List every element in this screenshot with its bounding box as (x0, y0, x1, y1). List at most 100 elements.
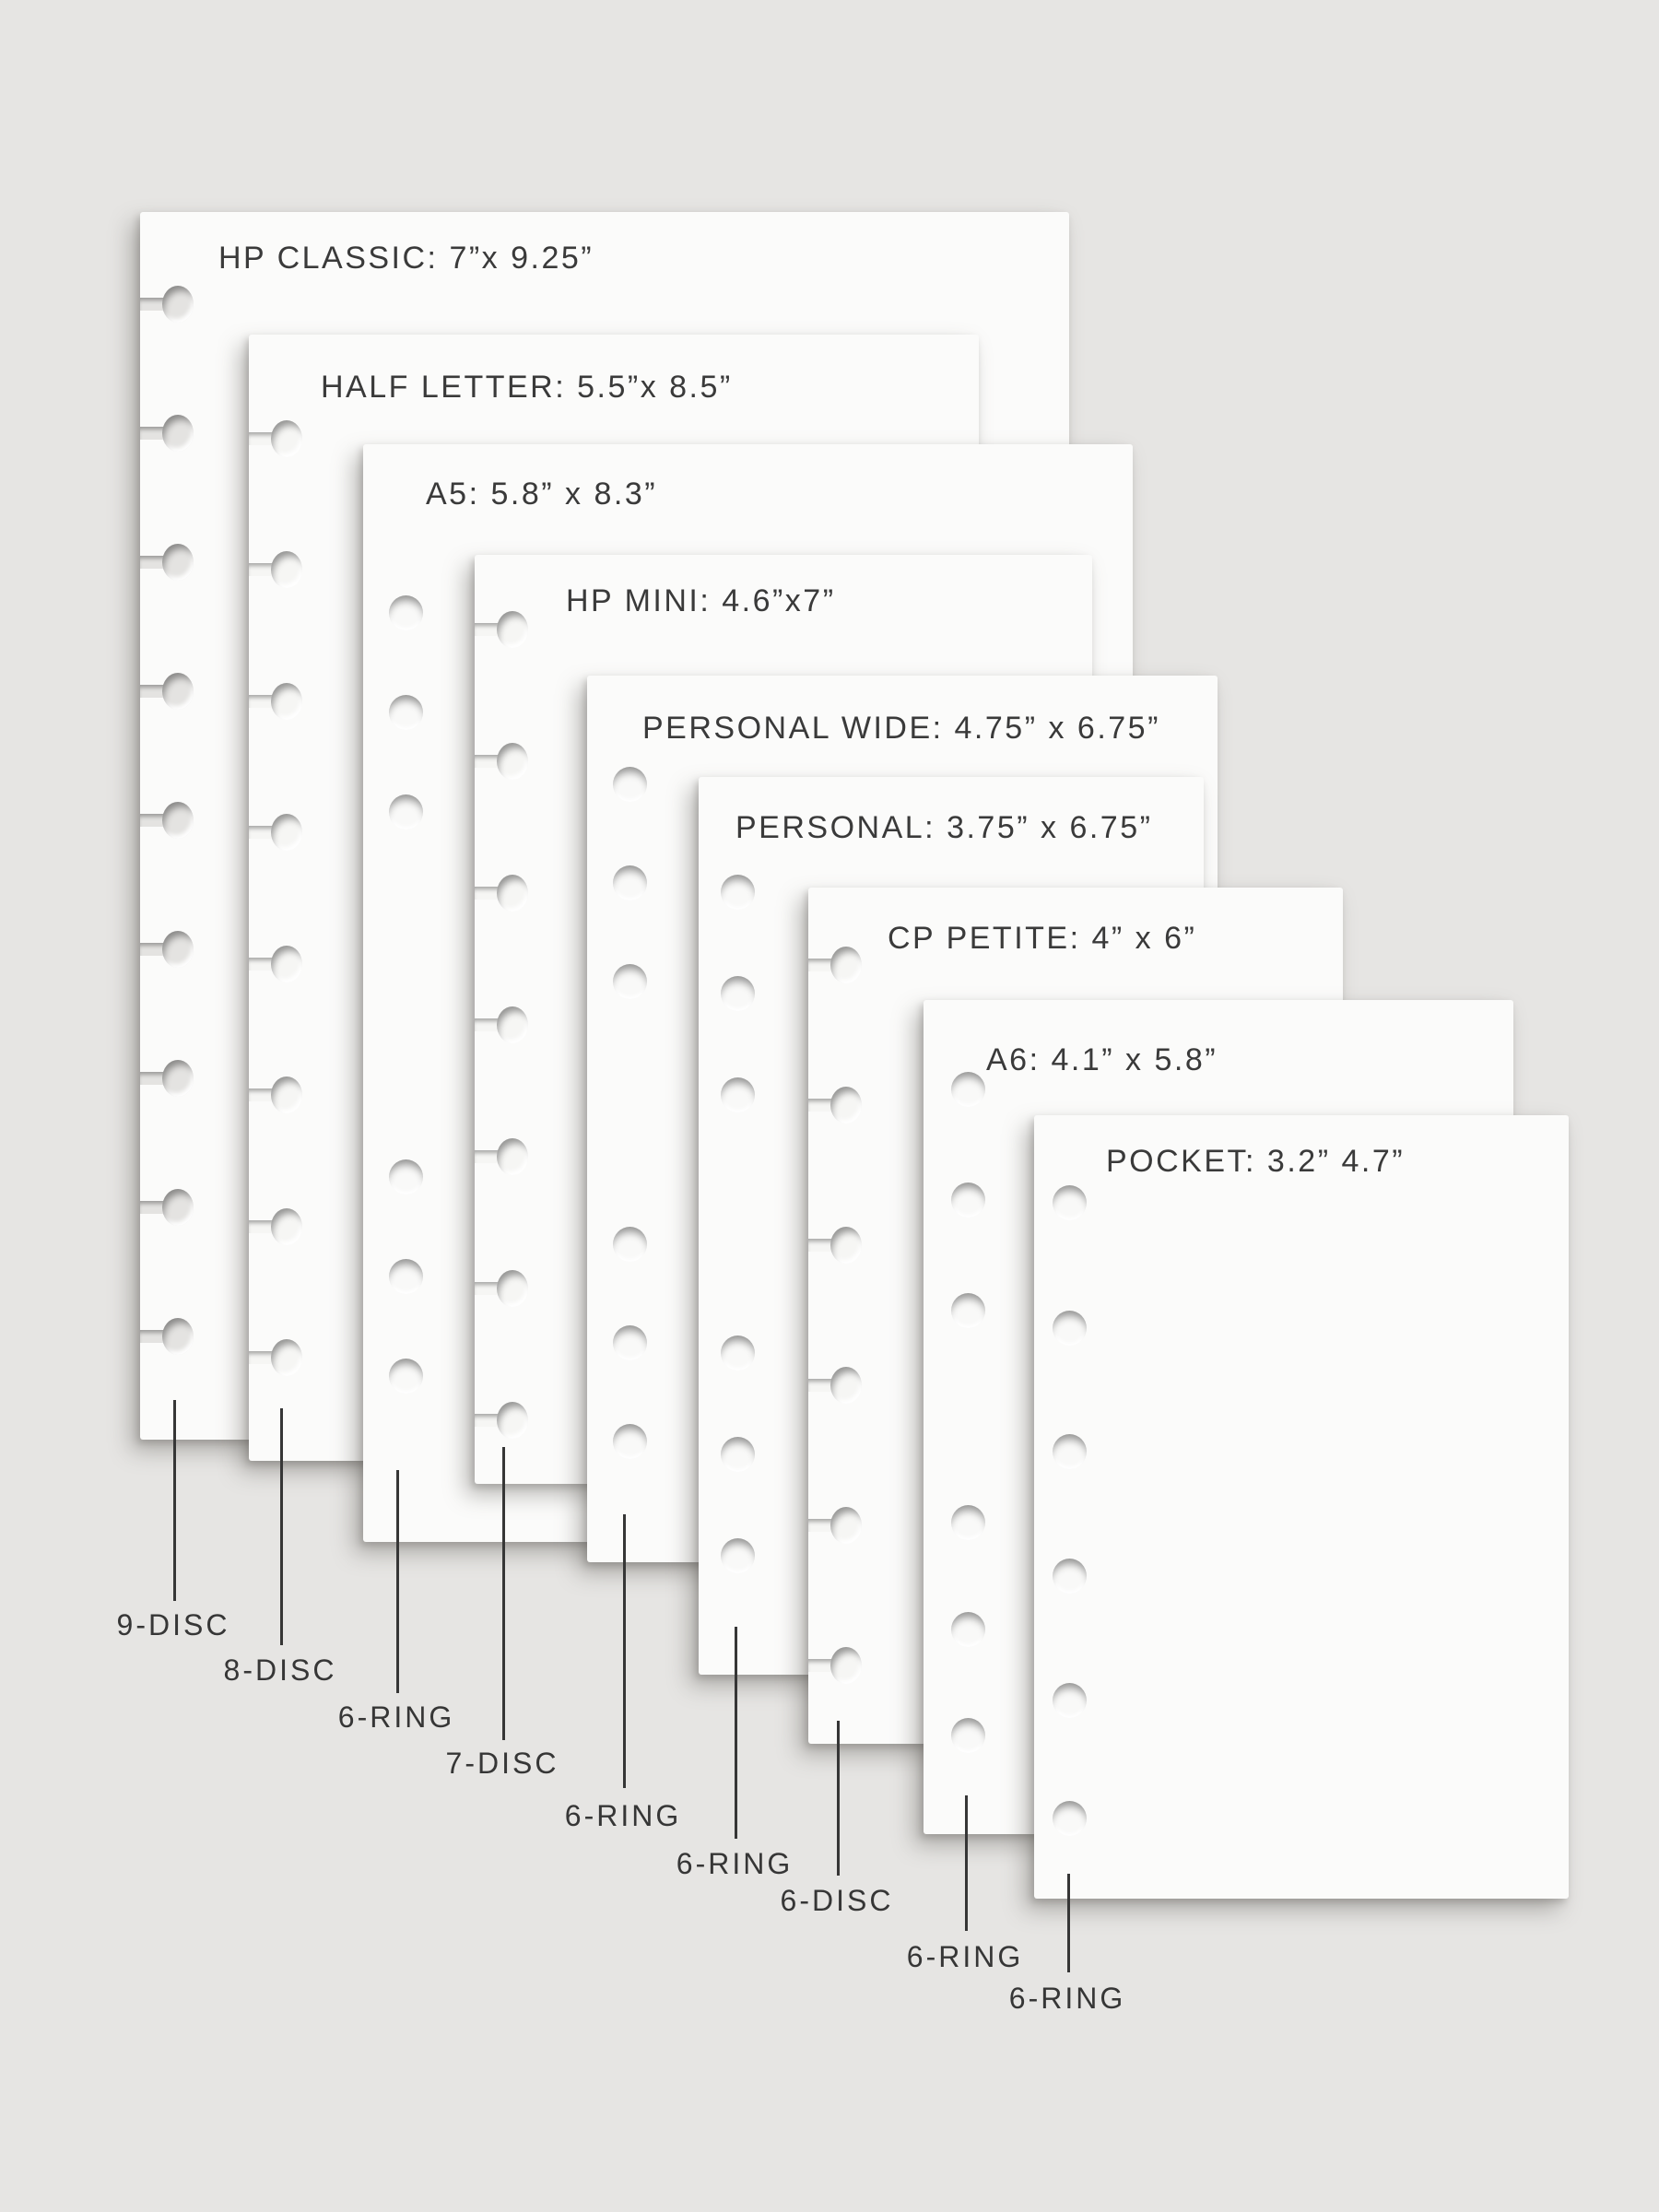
disc-punch (140, 1318, 197, 1355)
disc-punch-hole (162, 1318, 194, 1355)
sheet-label-a5: A5: 5.8” x 8.3” (426, 477, 658, 512)
sheet-label-half-letter: HALF LETTER: 5.5”x 8.5” (321, 370, 733, 405)
disc-punch (808, 1367, 865, 1404)
sheet-label-cp-petite: CP PETITE: 4” x 6” (888, 921, 1197, 956)
callout-label-hp-classic: 9-DISC (116, 1608, 230, 1641)
disc-punch (249, 420, 306, 457)
disc-punch (249, 1077, 306, 1113)
disc-punch (140, 931, 197, 968)
disc-punch (249, 683, 306, 720)
disc-punch-hole (162, 1060, 194, 1097)
callout-line-hp-mini (502, 1447, 505, 1740)
disc-punch-hole (271, 946, 302, 982)
disc-punch-hole (271, 814, 302, 851)
sheet-pocket: POCKET: 3.2” 4.7” (1034, 1115, 1569, 1899)
ring-hole (613, 865, 647, 900)
disc-punch-hole (830, 1367, 862, 1404)
disc-punch-hole (497, 875, 528, 912)
ring-hole (721, 1077, 755, 1112)
disc-punch (140, 673, 197, 710)
disc-punch-hole (271, 551, 302, 588)
disc-punch-hole (271, 420, 302, 457)
ring-hole (721, 1437, 755, 1472)
ring-hole (951, 1718, 985, 1753)
disc-punch (249, 551, 306, 588)
disc-punch-hole (162, 673, 194, 710)
disc-punch (249, 1208, 306, 1245)
disc-punch (140, 1060, 197, 1097)
disc-punch-hole (830, 1227, 862, 1264)
disc-punch (475, 743, 532, 780)
ring-hole (721, 976, 755, 1011)
ring-hole (389, 794, 423, 830)
ring-hole (1053, 1801, 1087, 1836)
disc-punch (140, 415, 197, 452)
ring-hole (951, 1072, 985, 1107)
disc-punch (808, 1227, 865, 1264)
callout-line-personal (735, 1627, 737, 1839)
callout-line-hp-classic (173, 1400, 176, 1601)
disc-punch-hole (830, 1087, 862, 1124)
ring-hole (389, 695, 423, 730)
disc-punch-hole (271, 1339, 302, 1376)
ring-hole (951, 1293, 985, 1328)
disc-punch-hole (162, 1189, 194, 1226)
ring-hole (1053, 1185, 1087, 1220)
callout-label-pocket: 6-RING (1008, 1982, 1126, 2015)
disc-punch (475, 1006, 532, 1043)
ring-hole (721, 1538, 755, 1573)
ring-hole (721, 1335, 755, 1371)
sheet-label-hp-mini: HP MINI: 4.6”x7” (566, 583, 836, 618)
disc-punch (808, 947, 865, 983)
ring-hole (1053, 1683, 1087, 1718)
disc-punch (475, 1270, 532, 1307)
ring-hole (951, 1182, 985, 1218)
callout-line-cp-petite (837, 1721, 840, 1876)
disc-punch (475, 1402, 532, 1439)
callout-label-personal-wide: 6-RING (564, 1799, 682, 1832)
disc-punch-hole (162, 415, 194, 452)
disc-punch-hole (830, 947, 862, 983)
ring-hole (613, 767, 647, 802)
disc-punch-hole (271, 1077, 302, 1113)
callout-label-half-letter: 8-DISC (223, 1653, 337, 1687)
disc-punch-hole (162, 931, 194, 968)
disc-punch (249, 1339, 306, 1376)
disc-punch-hole (162, 802, 194, 839)
callout-line-half-letter (280, 1408, 283, 1645)
disc-punch (808, 1087, 865, 1124)
ring-hole (1053, 1559, 1087, 1594)
ring-hole (721, 875, 755, 910)
disc-punch-hole (497, 743, 528, 780)
sheet-label-personal: PERSONAL: 3.75” x 6.75” (735, 810, 1153, 845)
disc-punch (808, 1647, 865, 1684)
disc-punch (475, 611, 532, 648)
disc-punch-hole (497, 611, 528, 648)
ring-hole (951, 1505, 985, 1540)
callout-line-pocket (1067, 1874, 1070, 1972)
disc-punch-hole (497, 1402, 528, 1439)
disc-punch (140, 544, 197, 581)
callout-label-hp-mini: 7-DISC (445, 1747, 559, 1780)
callout-line-a5 (396, 1470, 399, 1693)
callout-label-cp-petite: 6-DISC (780, 1884, 894, 1917)
ring-hole (613, 1325, 647, 1360)
disc-punch-hole (497, 1138, 528, 1175)
sheet-label-a6: A6: 4.1” x 5.8” (986, 1042, 1218, 1077)
disc-punch (249, 814, 306, 851)
ring-hole (613, 964, 647, 999)
callout-label-personal: 6-RING (676, 1847, 794, 1880)
disc-punch-hole (830, 1647, 862, 1684)
ring-hole (1053, 1434, 1087, 1469)
sheet-label-personal-wide: PERSONAL WIDE: 4.75” x 6.75” (642, 711, 1160, 746)
ring-hole (389, 1159, 423, 1194)
disc-punch (140, 1189, 197, 1226)
disc-punch (249, 946, 306, 982)
sheet-label-pocket: POCKET: 3.2” 4.7” (1106, 1144, 1406, 1179)
disc-punch-hole (497, 1270, 528, 1307)
ring-hole (613, 1227, 647, 1262)
sheet-label-hp-classic: HP CLASSIC: 7”x 9.25” (218, 241, 594, 276)
callout-label-a6: 6-RING (906, 1940, 1024, 1973)
ring-hole (1053, 1311, 1087, 1346)
